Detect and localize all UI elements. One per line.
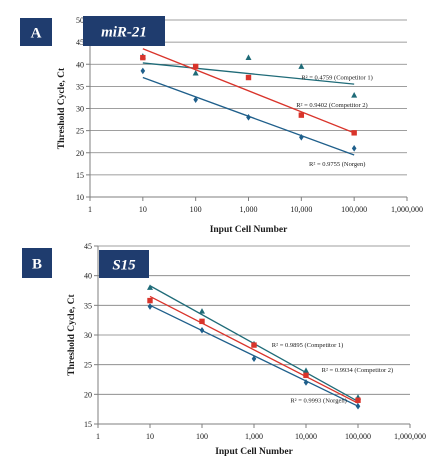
data-point-norgen [246, 114, 251, 121]
x-tick-label: 1 [96, 432, 100, 441]
data-point-competitor2 [298, 112, 305, 118]
data-point-norgen [303, 379, 309, 386]
panel-badge [22, 248, 52, 278]
r-squared-annotation: R² = 0.9755 (Norgen) [309, 161, 365, 168]
gene-name: S15 [112, 258, 136, 274]
data-point-norgen [199, 326, 205, 334]
x-tick-label: 10,000 [290, 205, 312, 214]
y-tick-label: 45 [84, 242, 92, 251]
data-point-competitor1 [303, 367, 309, 373]
data-point-competitor2 [147, 297, 153, 304]
x-tick-label: 100,000 [341, 205, 367, 214]
x-tick-label: 1,000,000 [394, 432, 426, 441]
gene-label-box [83, 16, 165, 46]
r-squared-annotation: R² = 0.9934 (Competitor 2) [322, 367, 394, 374]
panel-a-chart: 10 15 20 25 30 35 40 45 50 1 10 100 1,000 10,000 100,0… [20, 16, 423, 235]
y-axis-title: Threshold Cycle, Ct [67, 293, 77, 375]
gene-name: miR-21 [101, 25, 147, 41]
x-tick-label: 1,000 [240, 205, 258, 214]
data-point-competitor2 [245, 74, 252, 81]
y-tick-label: 10 [76, 193, 84, 202]
x-tick-label: 10 [139, 205, 147, 214]
trendline-competitor1 [142, 62, 355, 85]
gene-label-box [99, 250, 149, 278]
x-tick-label: 100 [190, 205, 202, 214]
data-point-competitor1 [147, 284, 153, 290]
y-tick-label: 15 [76, 171, 84, 180]
x-tick-label: 1 [88, 205, 92, 214]
x-tick-label: 10,000 [295, 432, 317, 441]
data-point-norgen [147, 303, 153, 310]
y-tick-label: 30 [84, 331, 92, 340]
trendline-competitor2 [142, 48, 355, 134]
panel-b-chart: 15 20 25 30 35 40 45 1 10 100 1,000 10,000 100,000 1,… [22, 242, 426, 457]
y-tick-label: 40 [76, 60, 84, 69]
data-point-norgen [193, 96, 198, 103]
data-point-competitor2 [251, 342, 257, 348]
y-tick-label: 25 [84, 361, 92, 370]
data-point-competitor2 [199, 318, 205, 325]
y-tick-label: 35 [76, 82, 84, 91]
panel-letter: B [32, 257, 42, 273]
y-tick-label: 50 [76, 16, 84, 25]
data-point-norgen [140, 67, 146, 75]
data-point-competitor1 [199, 308, 205, 314]
y-tick-label: 30 [76, 105, 84, 114]
y-tick-label: 15 [84, 420, 92, 429]
y-axis-title: Threshold Cycle, Ct [57, 67, 67, 149]
data-point-competitor1 [351, 92, 358, 98]
panel-badge [20, 18, 52, 46]
data-point-norgen [251, 355, 257, 363]
y-tick-label: 25 [76, 127, 84, 136]
data-point-competitor1 [245, 54, 252, 61]
data-point-competitor2 [303, 372, 309, 379]
x-axis-title: Input Cell Number [215, 447, 293, 457]
data-point-norgen [355, 402, 361, 410]
data-point-norgen [351, 145, 357, 152]
y-tick-label: 45 [76, 38, 84, 47]
data-point-competitor2 [192, 63, 199, 70]
y-tick-label: 20 [76, 149, 84, 158]
r-squared-annotation: R² = 0.9993 (Norgen) [290, 398, 346, 405]
x-tick-label: 100 [196, 432, 208, 441]
data-point-competitor1 [298, 63, 305, 69]
panel-letter: A [31, 26, 42, 42]
y-tick-label: 40 [84, 272, 92, 281]
r-squared-annotation: R² = 0.9402 (Competitor 2) [296, 102, 368, 109]
trendline-competitor2 [149, 295, 359, 404]
data-point-competitor2 [351, 130, 357, 136]
x-axis-title: Input Cell Number [210, 225, 288, 235]
x-tick-label: 1,000 [245, 432, 263, 441]
data-point-competitor2 [140, 54, 146, 61]
data-point-competitor1 [192, 69, 199, 76]
data-point-norgen [299, 133, 304, 141]
y-tick-label: 20 [84, 390, 92, 399]
r-squared-annotation: R² = 0.4759 (Competitor 1) [301, 75, 373, 82]
x-tick-label: 10 [146, 432, 154, 441]
y-tick-label: 35 [84, 301, 92, 310]
x-tick-label: 1,000,000 [391, 205, 423, 214]
data-point-competitor2 [355, 397, 361, 403]
x-tick-label: 100,000 [345, 432, 371, 441]
r-squared-annotation: R² = 0.9895 (Competitor 1) [272, 342, 344, 349]
